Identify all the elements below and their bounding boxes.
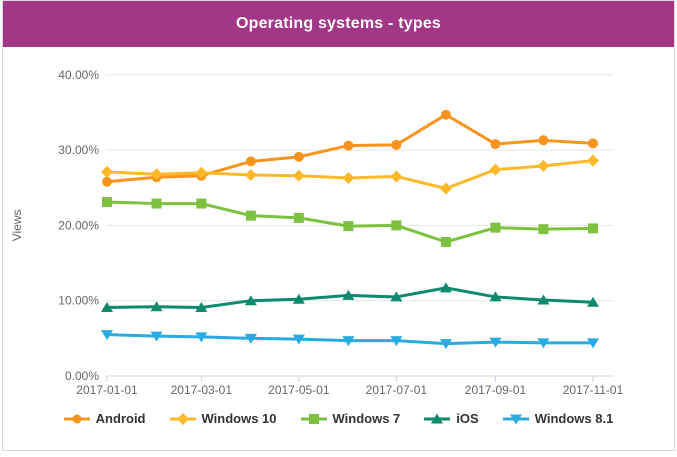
data-point[interactable] [587, 296, 599, 307]
legend-label: Windows 7 [332, 411, 401, 426]
legend-item-android[interactable]: Android [63, 411, 146, 426]
data-point[interactable] [489, 291, 502, 302]
data-point[interactable] [102, 176, 112, 187]
data-point[interactable] [292, 334, 305, 345]
data-point[interactable] [440, 236, 451, 247]
data-point[interactable] [489, 337, 502, 348]
square-legend-marker-icon [300, 413, 327, 424]
data-point[interactable] [293, 212, 304, 223]
chart-title-bar: Operating systems - types [3, 1, 674, 47]
data-point[interactable] [343, 221, 354, 232]
data-point[interactable] [440, 109, 451, 120]
y-axis-tick-label: 30.00% [58, 143, 99, 157]
y-axis-tick-label: 20.00% [58, 218, 99, 232]
data-point[interactable] [391, 139, 402, 150]
x-axis-tick-label: 2017-03-01 [171, 383, 233, 397]
data-point[interactable] [343, 140, 354, 151]
data-point[interactable] [195, 332, 208, 343]
data-point[interactable] [244, 168, 257, 181]
data-point[interactable] [150, 301, 163, 312]
data-point[interactable] [490, 139, 501, 150]
series-android[interactable] [102, 109, 598, 187]
y-axis-title: Views [10, 210, 24, 242]
legend-item-windows-10[interactable]: Windows 10 [169, 411, 277, 426]
data-point[interactable] [490, 222, 501, 233]
data-point[interactable] [588, 223, 598, 234]
series-ios[interactable] [101, 282, 599, 312]
series-windows-8-1[interactable] [101, 330, 599, 350]
data-point[interactable] [150, 331, 163, 342]
data-point[interactable] [196, 198, 207, 209]
data-point[interactable] [101, 330, 113, 341]
y-axis-tick-label: 40.00% [58, 68, 99, 82]
data-point[interactable] [292, 169, 305, 182]
data-point[interactable] [151, 198, 162, 209]
chart-canvas: 0.00% 10.00% 20.00% 30.00% 40.00% 2017-01-01 2… [10, 68, 624, 397]
data-point[interactable] [489, 163, 502, 176]
legend-label: Windows 8.1 [534, 411, 614, 426]
data-point[interactable] [101, 301, 113, 312]
y-axis-tick-label: 10.00% [58, 294, 99, 308]
triangle-down-legend-marker-icon [502, 414, 529, 424]
chart-title: Operating systems - types [235, 15, 442, 32]
legend-item-windows-7[interactable]: Windows 7 [300, 411, 401, 426]
x-axis-tick-label: 2017-01-01 [76, 383, 138, 397]
data-point[interactable] [538, 135, 549, 146]
data-point[interactable] [390, 336, 403, 347]
data-point[interactable] [391, 220, 402, 231]
data-point[interactable] [588, 138, 598, 149]
data-point[interactable] [587, 338, 599, 349]
data-point[interactable] [150, 168, 163, 181]
y-axis-tick-label: 0.00% [65, 369, 99, 383]
circle-legend-marker-icon [63, 414, 90, 423]
data-point[interactable] [390, 170, 403, 183]
data-point[interactable] [195, 166, 208, 179]
legend-label: iOS [456, 411, 479, 426]
legend-label: Windows 10 [201, 411, 277, 426]
legend-item-ios[interactable]: iOS [424, 411, 479, 426]
data-point[interactable] [245, 156, 256, 167]
x-axis-tick-label: 2017-11-01 [563, 383, 624, 397]
data-point[interactable] [537, 338, 550, 349]
data-point[interactable] [102, 197, 112, 208]
data-point[interactable] [342, 289, 355, 300]
data-point[interactable] [293, 151, 304, 162]
series-windows-10[interactable] [101, 154, 599, 195]
data-point[interactable] [537, 159, 550, 172]
chart-legend: Android Windows 10 Windows 7 iOS Windows 8.1 [3, 411, 674, 426]
x-axis-tick-label: 2017-05-01 [268, 383, 330, 397]
data-point[interactable] [292, 293, 305, 304]
data-point[interactable] [439, 339, 452, 350]
data-point[interactable] [101, 165, 113, 178]
data-point[interactable] [439, 182, 452, 195]
data-point[interactable] [244, 333, 257, 344]
data-point[interactable] [245, 210, 256, 221]
data-point[interactable] [587, 154, 599, 167]
data-point[interactable] [342, 171, 355, 184]
diamond-legend-marker-icon [169, 412, 196, 425]
data-point[interactable] [390, 291, 403, 302]
legend-label: Android [95, 411, 146, 426]
data-point[interactable] [195, 301, 208, 312]
data-point[interactable] [537, 294, 550, 305]
legend-item-windows-8-1[interactable]: Windows 8.1 [502, 411, 614, 426]
data-point[interactable] [244, 295, 257, 306]
data-point[interactable] [439, 282, 452, 293]
x-axis-tick-label: 2017-07-01 [366, 383, 428, 397]
x-axis-tick-label: 2017-09-01 [465, 383, 527, 397]
data-point[interactable] [342, 336, 355, 347]
series-windows-7[interactable] [102, 197, 598, 247]
data-point[interactable] [538, 224, 549, 235]
triangle-up-legend-marker-icon [424, 413, 451, 423]
